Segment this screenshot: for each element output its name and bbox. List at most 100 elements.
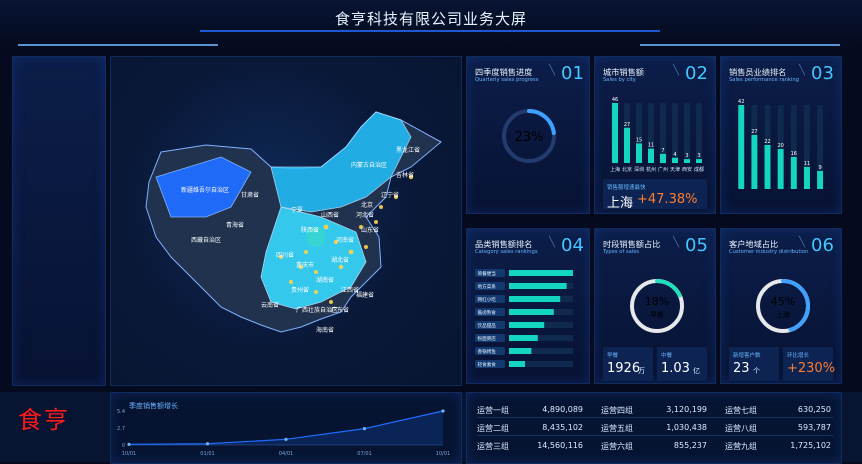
y-tick-label: 2.7: [117, 426, 125, 432]
card-06-stat-2-value: +230%: [787, 361, 836, 376]
x-tick-label: 07/01: [357, 451, 371, 457]
x-tick-label: 10/01: [122, 451, 136, 457]
group-name: 运营八组: [725, 424, 757, 433]
china-map-panel[interactable]: 新疆维吾尔自治区 西藏自治区 青海省 甘肃省 内蒙古自治区 黑龙江省 吉林省 辽…: [110, 56, 462, 386]
group-value: 1,030,438: [666, 423, 707, 432]
card-02-highlight-value: +47.38%: [637, 192, 698, 207]
category-bar-track: [509, 348, 573, 354]
group-name: 运营四组: [601, 406, 633, 415]
category-sales-bar: [509, 361, 525, 367]
map-label-guizhou: 贵州省: [291, 286, 309, 294]
city-sales-value-label: 4: [673, 152, 676, 158]
title-underline: [200, 30, 660, 32]
category-label-box: [475, 347, 505, 355]
category-bar-track: [509, 361, 573, 367]
card-03-subtitle: Sales performance ranking: [729, 77, 799, 83]
card-01-progress-text: 23%: [515, 130, 544, 145]
card-05-slash-icon: ╲: [673, 237, 680, 248]
city-sales-bar: [684, 159, 690, 163]
card-region-ratio: 客户地域占比 Customer industry distribution ╲ …: [720, 228, 842, 384]
city-sales-bar: [648, 148, 654, 163]
growth-point: [441, 409, 445, 413]
bottom-chart-title: 季度销售额增长: [129, 402, 178, 410]
bar-track: [777, 105, 784, 189]
card-city-sales: 城市销售额 Sales by city ╲ 02 46 上海 27 北京 15 深圳 11 杭…: [594, 56, 716, 214]
x-tick-label: 04/01: [279, 451, 293, 457]
city-category-label: 北京: [622, 166, 632, 173]
category-label-box: [475, 321, 505, 329]
card-05-ring: 18% 早餐: [630, 279, 684, 333]
bar-track: [660, 103, 666, 163]
city-sales-value-label: 27: [624, 122, 630, 128]
card-05-ring-name: 早餐: [650, 310, 664, 319]
category-label-box: [475, 295, 505, 303]
map-label-sichuan: 四川省: [276, 251, 294, 259]
card-05-stat-2-unit: 亿: [693, 367, 700, 375]
city-sales-value-label: 11: [648, 143, 654, 149]
city-sales-bar: [636, 143, 642, 163]
card-sales-ranking: 销售员业绩排名 Sales performance ranking ╲ 03 4…: [720, 56, 842, 214]
card-01-title: 四季度销售进度: [475, 67, 533, 77]
bar-track: [636, 103, 642, 163]
card-03-slash-icon: ╲: [799, 65, 806, 76]
group-name: 运营六组: [601, 442, 633, 451]
x-tick-label: 01/01: [200, 451, 214, 457]
sales-ranking-bar: [790, 157, 797, 189]
card-06-stat-box-2: [783, 347, 833, 381]
sales-ranking-value-label: 27: [751, 129, 757, 135]
page-title: 食亨科技有限公司业务大屏: [334, 10, 527, 28]
map-label-qinghai: 青海省: [226, 221, 244, 229]
card-01-number: 01: [561, 63, 584, 84]
map-label-inner-mongolia: 内蒙古自治区: [351, 161, 387, 169]
bar-track: [804, 105, 810, 189]
city-sales-value-label: 3: [685, 153, 688, 159]
card-04-title: 品类销售额排名: [475, 239, 533, 249]
sales-ranking-bar: [777, 149, 784, 189]
card-01-progress-ring: 23%: [502, 109, 556, 163]
category-label-box: [475, 334, 505, 342]
card-06-subtitle: Customer industry distribution: [729, 249, 809, 255]
map-label-henan: 河南省: [336, 236, 354, 244]
quarterly-growth-line-chart: 0 2.7 5.4 10/01 01/01 04/01 07/01 10/01: [117, 409, 450, 457]
category-label-box: [475, 308, 505, 316]
map-label-hainan: 海南省: [316, 326, 334, 334]
category-label: 饮品甜品: [478, 322, 497, 329]
card-05-stat-1-label: 早餐: [607, 353, 619, 359]
card-06-ring: 45% 上海: [756, 279, 810, 333]
growth-area: [129, 411, 443, 445]
card-05-title: 时段销售额占比: [603, 239, 661, 249]
card-02-bar-chart: 46 上海 27 北京 15 深圳 11 杭州 7 广州 4 天津 3 西安 3 成都: [610, 97, 704, 173]
bar-track: [790, 105, 797, 189]
card-01-slash-icon: ╲: [549, 65, 556, 76]
city-sales-bar: [612, 103, 618, 163]
card-06-stat-2-label: 环比增长: [787, 353, 810, 359]
card-06-number: 06: [811, 235, 834, 256]
card-05-stat-box-1: [603, 347, 653, 381]
group-value: 630,250: [797, 405, 831, 414]
bar-track: [672, 103, 678, 163]
city-category-label: 广州: [658, 166, 668, 173]
card-02-slash-icon: ╲: [673, 65, 680, 76]
card-05-subtitle: Types of sales: [603, 249, 640, 255]
category-label-box: [475, 282, 505, 290]
city-category-label: 上海: [610, 166, 620, 173]
card-category-ranking: 品类销售额排名 Category sales rankings ╲ 04 简餐便…: [466, 228, 590, 384]
bar-track: [817, 105, 824, 189]
card-03-bar-chart: 42 27 22 20 16 11 9: [738, 99, 824, 189]
card-05-stat-2-value: 1.03: [661, 361, 690, 376]
category-sales-bar: [509, 270, 573, 276]
bar-track: [696, 103, 702, 163]
group-value: 593,787: [797, 423, 831, 432]
card-05-stat-2-label: 中餐: [661, 353, 673, 359]
map-label-heilongjiang: 黑龙江省: [396, 146, 420, 154]
city-sales-bar: [696, 159, 702, 163]
city-sales-value-label: 3: [697, 153, 700, 159]
city-sales-bar: [660, 153, 666, 163]
card-02-title: 城市销售额: [603, 67, 644, 77]
map-label-shanxi: 山西省: [321, 211, 339, 219]
card-02-number: 02: [685, 63, 708, 84]
sales-ranking-value-label: 22: [764, 139, 770, 145]
map-label-yunnan: 云南省: [261, 301, 279, 309]
card-05-stat-1-value: 1926: [607, 361, 641, 376]
